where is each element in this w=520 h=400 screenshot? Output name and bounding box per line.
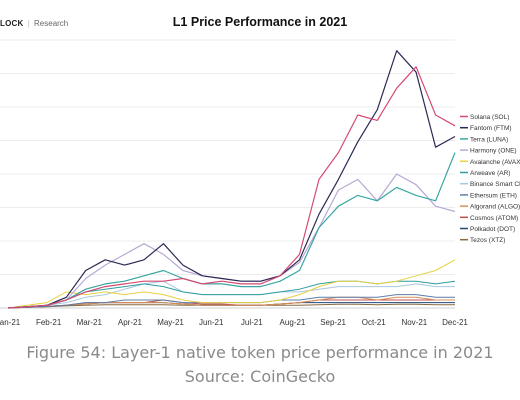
x-tick-label: Dec-21 bbox=[442, 318, 468, 327]
series-line-5 bbox=[7, 259, 456, 309]
series-line-3 bbox=[7, 152, 456, 309]
x-tick-label: May-21 bbox=[157, 318, 184, 327]
x-tick-label: Jan-21 bbox=[0, 318, 21, 327]
series-layer bbox=[7, 50, 456, 309]
legend-entry: Solana (SOL) bbox=[470, 114, 509, 121]
brand-subtitle: Research bbox=[34, 19, 69, 28]
caption-line-2: Source: CoinGecko bbox=[184, 367, 336, 386]
x-tick-label: Aug-21 bbox=[280, 318, 306, 327]
legend-entry: Cosmos (ATOM) bbox=[470, 215, 518, 222]
legend-entry: Algorand (ALGO) bbox=[470, 204, 520, 211]
x-tick-label: Feb-21 bbox=[36, 318, 62, 327]
legend: Solana (SOL) Fantom (FTM) Terra (LUNA) Harm… bbox=[460, 114, 520, 244]
brand-logo: LOCK | Research bbox=[0, 19, 68, 28]
chart-title: L1 Price Performance in 2021 bbox=[172, 15, 348, 29]
legend-entry: Arweave (AR) bbox=[470, 170, 510, 177]
legend-entry: Terra (LUNA) bbox=[470, 136, 508, 143]
grid-layer bbox=[0, 39, 455, 309]
x-axis: Jan-21 Feb-21 Mar-21 Apr-21 May-21 Jun-21 Jul-… bbox=[0, 318, 468, 327]
x-tick-label: Mar-21 bbox=[77, 318, 103, 327]
x-tick-label: Nov-21 bbox=[401, 318, 427, 327]
legend-entry: Fantom (FTM) bbox=[470, 125, 512, 132]
x-tick-label: Sep-21 bbox=[320, 318, 346, 327]
x-tick-label: Oct-21 bbox=[362, 318, 387, 327]
figure-caption: Figure 54: Layer-1 native token price pe… bbox=[0, 341, 520, 389]
legend-entry: Avalanche (AVAX) bbox=[470, 159, 520, 166]
x-tick-label: Jul-21 bbox=[241, 318, 263, 327]
brand-separator: | bbox=[27, 19, 30, 28]
series-line-2 bbox=[7, 50, 456, 309]
series-line-9 bbox=[7, 296, 455, 309]
legend-entry: Polkadot (DOT) bbox=[470, 226, 515, 233]
series-line-1 bbox=[7, 66, 456, 309]
x-tick-label: Apr-21 bbox=[118, 318, 143, 327]
legend-entry: Binance Smart Chain (BNB) bbox=[470, 181, 520, 188]
legend-entry: Harmony (ONE) bbox=[470, 148, 517, 155]
line-chart: Jan-21 Feb-21 Mar-21 Apr-21 May-21 Jun-21 Jul-… bbox=[0, 39, 520, 327]
brand-name: LOCK bbox=[0, 19, 24, 28]
legend-entry: Tezos (XTZ) bbox=[470, 237, 505, 244]
x-tick-label: Jun-21 bbox=[199, 318, 224, 327]
legend-entry: Ethersum (ETH) bbox=[470, 192, 517, 199]
caption-line-1: Figure 54: Layer-1 native token price pe… bbox=[26, 343, 494, 362]
